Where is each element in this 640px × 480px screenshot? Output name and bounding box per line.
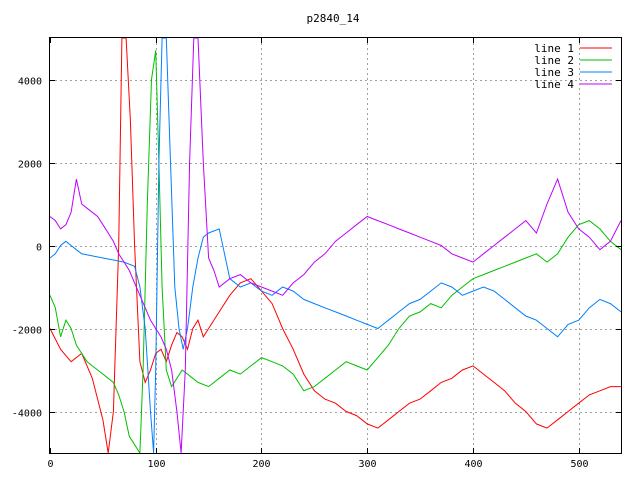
series-line-2 bbox=[49, 50, 622, 455]
chart-title-overlay: p2840_14 bbox=[307, 12, 360, 25]
x-tick-label: 400 bbox=[464, 459, 482, 470]
series-group bbox=[49, 37, 622, 455]
plot-frame bbox=[49, 37, 622, 454]
x-tick-label: 300 bbox=[358, 459, 376, 470]
series-line-3 bbox=[49, 37, 622, 454]
x-tick-label: 500 bbox=[570, 459, 588, 470]
y-tick-label: -4000 bbox=[12, 409, 42, 420]
y-tick-label: 2000 bbox=[18, 160, 42, 171]
x-tick-label: 100 bbox=[147, 459, 165, 470]
y-tick-label: -2000 bbox=[12, 326, 42, 337]
x-tick-label: 200 bbox=[252, 459, 270, 470]
series-line-1 bbox=[49, 37, 621, 454]
y-tick-label: 4000 bbox=[18, 77, 42, 88]
legend-label-4: line 4 bbox=[534, 78, 574, 91]
plot-clip-top bbox=[0, 0, 640, 38]
series-line-4 bbox=[49, 37, 622, 454]
y-tick-label: 0 bbox=[36, 243, 42, 254]
legend-label-2: line 2 bbox=[534, 54, 574, 67]
legend-label-3: line 3 bbox=[534, 66, 574, 79]
grid bbox=[50, 38, 621, 453]
x-tick-label: 0 bbox=[47, 459, 53, 470]
ticks: 0 100 200 300 400 500 -4000 -2000 0 2000 4000 bbox=[12, 38, 621, 470]
legend-label-1: line 1 bbox=[534, 42, 574, 55]
plot-clip-bottom bbox=[0, 454, 640, 480]
